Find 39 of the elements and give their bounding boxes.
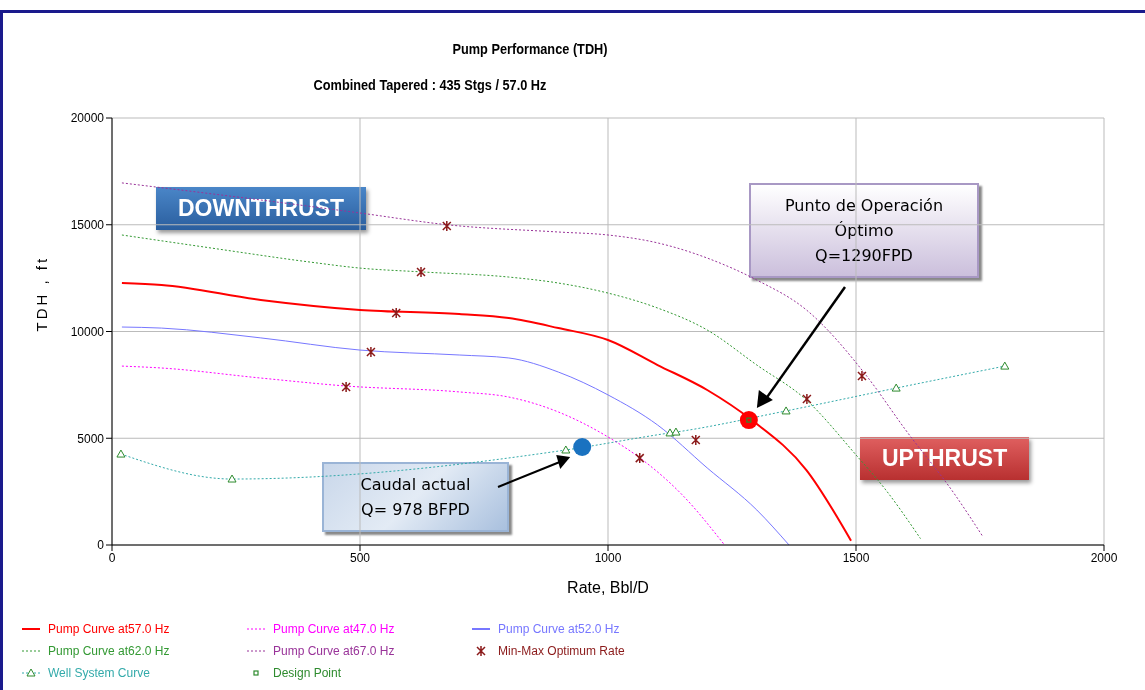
banner-box: DOWNTHRUST: [156, 187, 367, 230]
y-tick-label: 5000: [77, 431, 105, 446]
x-tick-label: 1500: [842, 550, 870, 565]
point: [341, 381, 351, 393]
legend-label: Pump Curve at57.0 Hz: [48, 622, 170, 636]
line-series: [121, 365, 726, 545]
callout-box: Caudal actual Q= 978 BFPD: [322, 462, 509, 532]
y-tick-label: 20000: [70, 111, 105, 126]
legend-label: Design Point: [273, 666, 342, 680]
point: [857, 370, 867, 382]
y-tick-label: 15000: [70, 218, 105, 233]
legend-label: Pump Curve at62.0 Hz: [48, 644, 170, 658]
legend-label: Pump Curve at52.0 Hz: [498, 622, 620, 636]
x-tick-label: 2000: [1090, 550, 1118, 565]
point: [802, 393, 812, 405]
x-axis-title: Rate, Bbl/D: [567, 579, 649, 596]
legend-label: Pump Curve at67.0 Hz: [273, 644, 395, 658]
legend-label: Pump Curve at47.0 Hz: [273, 622, 395, 636]
point: [634, 452, 645, 464]
point: [391, 307, 401, 319]
y-axis-title: TDH , ft: [33, 255, 51, 332]
x-tick-label: 1000: [594, 550, 622, 565]
callout-box: Punto de Operación Óptimo Q=1290FPD: [749, 183, 979, 278]
line-series: [121, 326, 790, 545]
x-tick-label: 500: [349, 550, 371, 565]
banner-box: UPTHRUST: [860, 437, 1030, 480]
point: [366, 346, 376, 358]
x-tick-label: 0: [108, 550, 116, 565]
point: [416, 266, 426, 278]
line-series: [120, 282, 853, 542]
legend-label: Min-Max Optimum Rate: [498, 644, 625, 658]
chart-title: Pump Performance (TDH): [451, 40, 609, 57]
point: [442, 220, 452, 232]
chart-subtitle: Combined Tapered : 435 Stgs / 57.0 Hz: [312, 76, 548, 93]
legend-label: Well System Curve: [48, 666, 150, 680]
y-tick-label: 0: [97, 538, 105, 553]
y-tick-label: 10000: [70, 324, 105, 339]
point: [573, 438, 592, 456]
point: [691, 434, 701, 446]
